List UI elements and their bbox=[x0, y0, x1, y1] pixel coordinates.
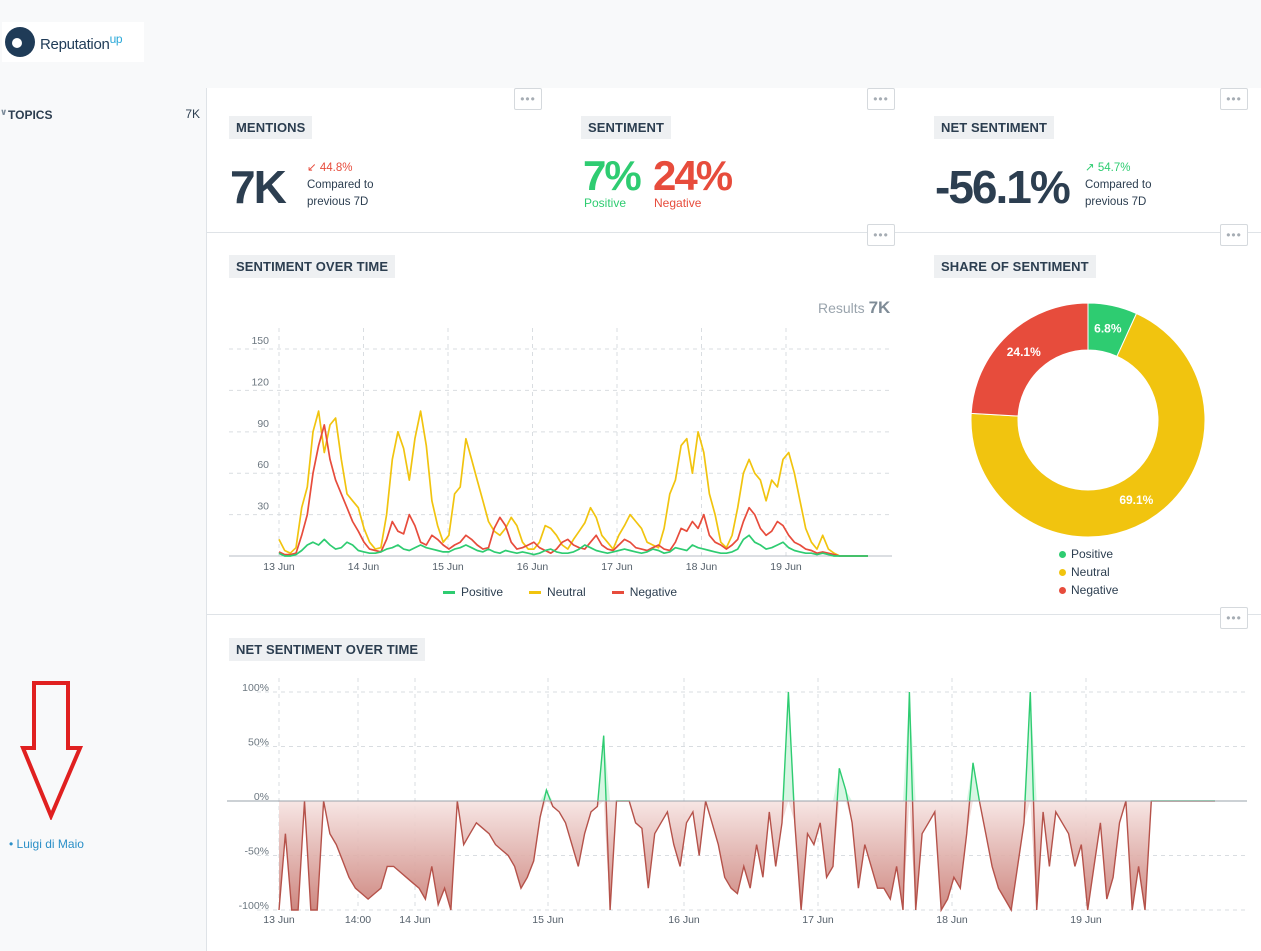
sentiment-over-time-chart: 13 Jun 14 Jun 15 Jun 16 Jun 17 Jun 18 Jun 19 J… bbox=[229, 328, 892, 573]
x-tick-label: 19 Jun bbox=[770, 561, 802, 573]
y-tick-label: 50% bbox=[248, 737, 269, 749]
net-sentiment-more-button[interactable]: ••• bbox=[1220, 88, 1248, 110]
logo-mark-icon bbox=[5, 27, 35, 57]
series-line-neutral bbox=[278, 410, 868, 557]
results-indicator: Results 7K bbox=[818, 298, 891, 317]
legend-negative[interactable]: Negative bbox=[629, 585, 678, 599]
sentiment-negative-value: 24% bbox=[653, 152, 733, 199]
mentions-change-block: ↙ 44.8% Compared to previous 7D bbox=[307, 160, 373, 211]
chevron-down-icon[interactable]: ∨ bbox=[0, 107, 8, 117]
net-sentiment-value: -56.1% bbox=[935, 161, 1071, 213]
mentions-value: 7K bbox=[230, 161, 287, 213]
mentions-compare-1: Compared to bbox=[307, 179, 374, 191]
x-tick-label: 14 Jun bbox=[399, 914, 431, 926]
sidebar-topic-item[interactable]: • Luigi di Maio bbox=[9, 837, 84, 851]
x-tick-label: 14:00 bbox=[345, 914, 371, 926]
y-tick-label: 90 bbox=[257, 418, 269, 430]
sidebar-topics-row[interactable]: ∨ TOPICS 7K bbox=[0, 107, 202, 123]
series-line-positive bbox=[278, 534, 868, 557]
net-sentiment-change-block: ↗ 54.7% Compared to previous 7D bbox=[1085, 160, 1151, 211]
arrow-down-left-icon: ↙ bbox=[307, 162, 317, 174]
x-tick-label: 16 Jun bbox=[668, 914, 700, 926]
net-sentiment-over-time-chart: 100% 50% 0% -50% -100% 13 Jun 14:00 14 Jun 15 Ju… bbox=[227, 678, 1247, 926]
sidebar bbox=[0, 88, 207, 951]
series-line-negative bbox=[278, 424, 868, 557]
sentiment-negative-label: Negative bbox=[654, 196, 702, 210]
arrow-up-right-icon: ↗ bbox=[1085, 162, 1095, 174]
net-sentiment-compare-2: previous 7D bbox=[1085, 196, 1147, 208]
donut-label-neutral: 69.1% bbox=[1119, 493, 1153, 507]
x-tick-label: 17 Jun bbox=[802, 914, 834, 926]
net-sentiment-title: NET SENTIMENT bbox=[934, 116, 1055, 139]
x-tick-label: 17 Jun bbox=[601, 561, 633, 573]
y-tick-label: -100% bbox=[239, 900, 269, 912]
net-line-negative bbox=[278, 801, 1215, 913]
mentions-more-button[interactable]: ••• bbox=[514, 88, 542, 110]
sentiment-over-time-legend: Positive Neutral Negative bbox=[443, 585, 677, 599]
mentions-change: ↙ 44.8% bbox=[307, 162, 353, 174]
y-tick-label: -50% bbox=[244, 846, 269, 858]
legend-neutral-swatch bbox=[529, 590, 542, 594]
y-tick-label: 150 bbox=[251, 335, 269, 347]
y-tick-label: 100% bbox=[242, 682, 269, 694]
y-tick-label: 30 bbox=[257, 501, 269, 513]
sentiment-title: SENTIMENT bbox=[581, 116, 672, 139]
legend-positive[interactable]: Positive bbox=[461, 585, 504, 599]
x-tick-label: 13 Jun bbox=[263, 561, 295, 573]
x-tick-label: 16 Jun bbox=[517, 561, 549, 573]
topics-count: 7K bbox=[185, 107, 200, 121]
brand-logo[interactable]: Reputationup bbox=[2, 22, 144, 62]
pie-legend-positive[interactable]: Positive bbox=[1059, 545, 1118, 563]
legend-neutral[interactable]: Neutral bbox=[547, 585, 586, 599]
topics-label: TOPICS bbox=[8, 108, 53, 122]
y-tick-label: 0% bbox=[254, 791, 269, 803]
x-tick-label: 15 Jun bbox=[432, 561, 464, 573]
x-tick-label: 14 Jun bbox=[348, 561, 380, 573]
share-of-sentiment-title: SHARE OF SENTIMENT bbox=[934, 255, 1096, 278]
x-tick-label: 18 Jun bbox=[936, 914, 968, 926]
donut-slice-negative bbox=[970, 302, 1089, 417]
legend-positive-swatch bbox=[443, 590, 455, 594]
donut-label-negative: 24.1% bbox=[1007, 345, 1041, 359]
pie-legend-neutral[interactable]: Neutral bbox=[1059, 563, 1118, 581]
net-sentiment-change: ↗ 54.7% bbox=[1085, 162, 1131, 174]
x-tick-label: 13 Jun bbox=[263, 914, 295, 926]
red-arrow-annotation-icon bbox=[20, 681, 84, 820]
share-of-sentiment-more-button[interactable]: ••• bbox=[1220, 224, 1248, 246]
y-tick-label: 120 bbox=[251, 376, 269, 388]
donut-slice-neutral bbox=[970, 312, 1206, 538]
share-of-sentiment-legend: Positive Neutral Negative bbox=[1059, 545, 1118, 599]
y-tick-label: 60 bbox=[257, 459, 269, 471]
sentiment-positive-value: 7% bbox=[583, 152, 642, 199]
negative-area bbox=[279, 801, 1215, 910]
mentions-title: MENTIONS bbox=[229, 116, 313, 139]
net-sentiment-over-time-title: NET SENTIMENT OVER TIME bbox=[229, 638, 426, 661]
sentiment-over-time-more-button[interactable]: ••• bbox=[867, 224, 895, 246]
brand-name: Reputationup bbox=[40, 31, 123, 53]
mentions-compare-2: previous 7D bbox=[307, 196, 369, 208]
net-sentiment-compare-1: Compared to bbox=[1085, 179, 1152, 191]
x-tick-label: 18 Jun bbox=[686, 561, 718, 573]
sentiment-positive-label: Positive bbox=[584, 196, 627, 210]
pie-legend-negative[interactable]: Negative bbox=[1059, 581, 1118, 599]
sentiment-more-button[interactable]: ••• bbox=[867, 88, 895, 110]
legend-negative-swatch bbox=[611, 590, 624, 594]
share-of-sentiment-donut: 6.8% 69.1% 24.1% bbox=[970, 302, 1206, 538]
sentiment-over-time-title: SENTIMENT OVER TIME bbox=[229, 255, 396, 278]
x-tick-label: 19 Jun bbox=[1070, 914, 1102, 926]
donut-label-positive: 6.8% bbox=[1094, 322, 1122, 336]
net-sentiment-over-time-more-button[interactable]: ••• bbox=[1220, 607, 1248, 629]
x-tick-label: 15 Jun bbox=[532, 914, 564, 926]
